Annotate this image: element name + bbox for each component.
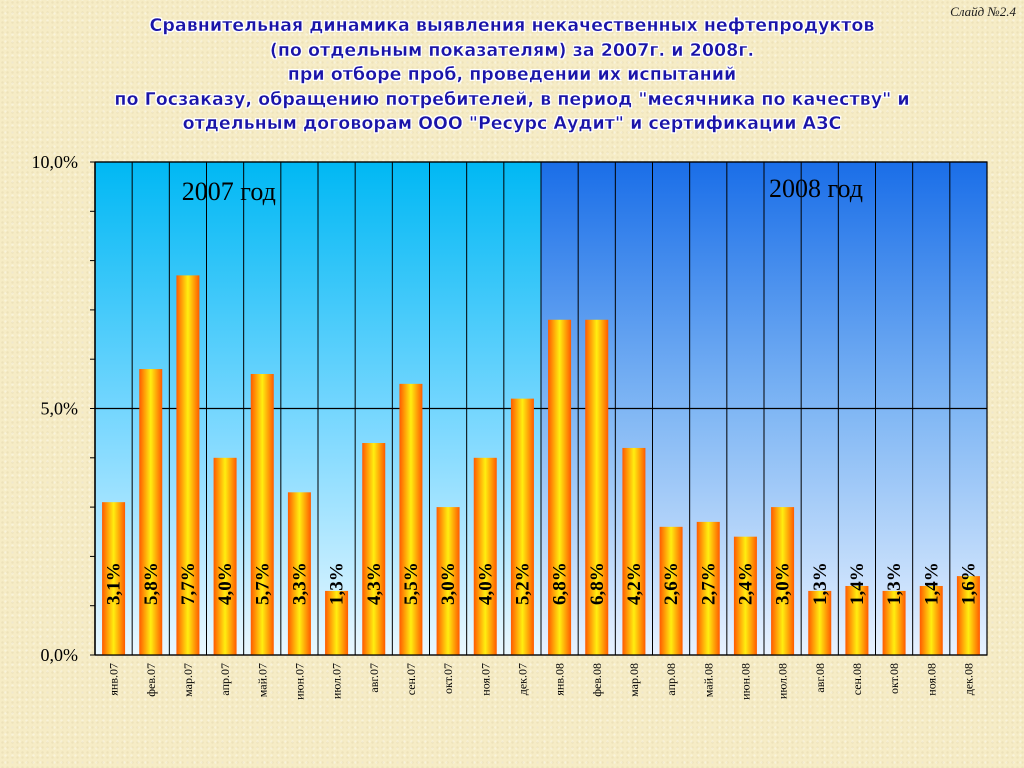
data-label: 3,0% xyxy=(773,562,794,605)
data-label: 4,0% xyxy=(475,562,496,605)
bar xyxy=(733,536,757,655)
x-tick-label: авг.08 xyxy=(813,663,827,693)
x-tick-label: янв.07 xyxy=(107,663,121,696)
x-tick-label: ноя.08 xyxy=(924,663,938,696)
bar xyxy=(510,398,534,655)
x-tick-label: июн.07 xyxy=(292,663,306,700)
data-label: 2,7% xyxy=(698,562,719,605)
data-label: 4,2% xyxy=(624,562,645,605)
title-line: (по отдельным показателям) за 2007г. и 2… xyxy=(269,40,755,61)
x-tick-label: дек.07 xyxy=(515,663,529,695)
y-tick-label: 5,0% xyxy=(41,399,79,419)
x-tick-label: июл.08 xyxy=(776,663,790,699)
x-tick-label: окт.08 xyxy=(887,663,901,694)
bar xyxy=(622,447,646,655)
data-label: 4,0% xyxy=(215,562,236,605)
data-label: 1,6% xyxy=(958,562,979,605)
bar xyxy=(919,585,943,655)
data-label: 1,4% xyxy=(847,562,868,605)
x-tick-label: окт.07 xyxy=(441,663,455,694)
group-label: 2007 год xyxy=(182,177,276,206)
x-tick-label: май.07 xyxy=(255,663,269,697)
bar xyxy=(102,502,126,655)
bar xyxy=(213,457,237,655)
bar xyxy=(585,319,609,655)
x-tick-label: мар.08 xyxy=(627,663,641,697)
x-tick-label: сен.07 xyxy=(404,663,418,695)
x-tick-label: апр.08 xyxy=(664,663,678,696)
x-tick-label: апр.07 xyxy=(218,663,232,696)
data-label: 1,3% xyxy=(810,562,831,605)
title-line: отдельным договорам ООО "Ресурс Аудит" и… xyxy=(182,114,842,134)
data-label: 6,8% xyxy=(550,562,571,605)
title-line: при отборе проб, проведении их испытаний xyxy=(287,65,737,85)
bar xyxy=(808,590,832,655)
x-tick-label: фев.07 xyxy=(144,663,158,697)
title-line: по Госзаказу, обращению потребителей, в … xyxy=(114,89,910,110)
data-label: 5,7% xyxy=(252,562,273,605)
x-tick-label: сен.08 xyxy=(850,663,864,695)
data-label: 5,5% xyxy=(401,562,422,605)
x-tick-label: фев.08 xyxy=(590,663,604,697)
y-tick-label: 10,0% xyxy=(32,152,79,172)
x-tick-label: ноя.07 xyxy=(478,663,492,696)
x-tick-label: июл.07 xyxy=(330,663,344,699)
data-label: 1,4% xyxy=(921,562,942,605)
x-tick-label: авг.07 xyxy=(367,663,381,693)
data-label: 2,6% xyxy=(661,562,682,605)
bar xyxy=(771,507,795,655)
bar xyxy=(325,590,349,655)
bar xyxy=(176,275,200,655)
data-label: 7,7% xyxy=(178,562,199,605)
bar xyxy=(139,369,163,655)
data-label: 3,3% xyxy=(289,562,310,605)
data-label: 1,3% xyxy=(884,562,905,605)
x-tick-label: янв.08 xyxy=(553,663,567,696)
bar xyxy=(399,383,423,655)
y-tick-label: 0,0% xyxy=(41,645,79,665)
bar xyxy=(882,590,906,655)
bar xyxy=(845,585,869,655)
data-label: 3,1% xyxy=(104,562,125,605)
data-label: 5,8% xyxy=(141,562,162,605)
plot-frame xyxy=(94,161,988,656)
chart-title: Сравнительная динамика выявления некачес… xyxy=(0,14,1024,137)
data-label: 1,3% xyxy=(327,562,348,605)
x-tick-label: мар.07 xyxy=(181,663,195,697)
bar xyxy=(287,492,311,655)
bar xyxy=(250,373,274,655)
data-label: 2,4% xyxy=(735,562,756,605)
bar xyxy=(696,521,720,655)
data-label: 3,0% xyxy=(438,562,459,605)
bar xyxy=(956,576,980,655)
x-tick-label: июн.08 xyxy=(738,663,752,700)
bar xyxy=(473,457,497,655)
data-label: 5,2% xyxy=(512,562,533,605)
slide-number: Слайд №2.4 xyxy=(950,4,1016,19)
x-tick-label: дек.08 xyxy=(961,663,975,695)
group-label: 2008 год xyxy=(769,174,863,203)
bar xyxy=(548,319,572,655)
bar xyxy=(436,507,460,655)
data-label: 4,3% xyxy=(364,562,385,605)
bar xyxy=(362,443,386,655)
x-tick-label: май.08 xyxy=(701,663,715,697)
title-line: Сравнительная динамика выявления некачес… xyxy=(149,16,875,36)
bar xyxy=(659,526,683,655)
data-label: 6,8% xyxy=(587,562,608,605)
